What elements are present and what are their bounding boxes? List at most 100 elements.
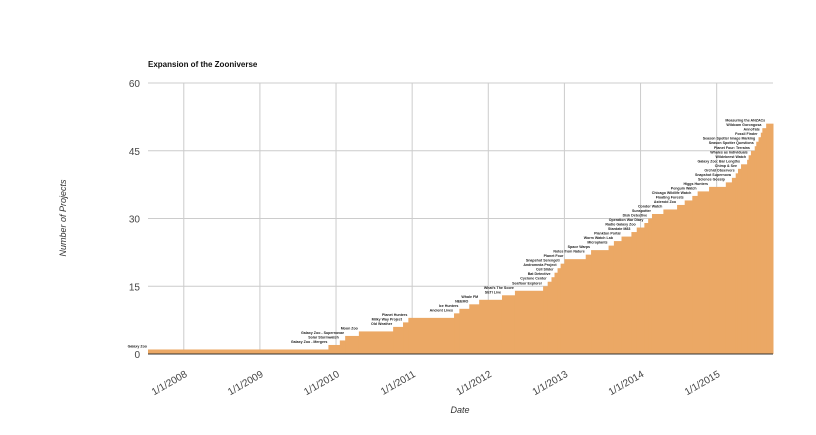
annotation: Snapshot Supernova xyxy=(695,173,732,177)
area-step xyxy=(663,209,678,354)
annotation: Radio Galaxy Zoo xyxy=(605,223,636,227)
x-tick-label: 1/1/2014 xyxy=(607,369,647,398)
area-step xyxy=(345,335,360,354)
annotation: AnnoTate xyxy=(744,128,760,132)
area-step xyxy=(554,272,559,354)
annotation: Science Gossip xyxy=(698,177,726,181)
area-step xyxy=(454,313,460,354)
annotation: Chimp & See xyxy=(715,164,737,168)
area-step xyxy=(403,322,409,354)
area-step xyxy=(747,159,750,354)
annotation: Bat Detective xyxy=(528,272,551,276)
area-step xyxy=(648,218,653,354)
annotation: Sunspotter xyxy=(632,209,652,213)
area-step xyxy=(756,141,760,354)
annotation: SETI Live xyxy=(485,290,501,294)
annotation: Asteroid Zoo xyxy=(654,200,677,204)
annotation: Snapshot Serengeti xyxy=(526,259,560,263)
annotation: Penguin Watch xyxy=(671,186,697,190)
annotation: Floating Forests xyxy=(656,195,684,199)
area-step xyxy=(631,232,638,354)
annotation: Whale FM xyxy=(461,295,478,299)
area-step xyxy=(651,213,664,354)
annotation: Disk Detective xyxy=(623,214,648,218)
area-step xyxy=(339,340,346,354)
annotation: Moon Zoo xyxy=(341,326,359,330)
area-step xyxy=(479,299,503,354)
annotation: NEEMO xyxy=(455,299,468,303)
area-step xyxy=(608,245,615,354)
area-step xyxy=(725,182,733,354)
area-step xyxy=(677,204,686,354)
annotation: Old Weather xyxy=(371,322,393,326)
area-step xyxy=(543,286,549,354)
area-step xyxy=(393,326,404,354)
x-tick-label: 1/1/2011 xyxy=(379,369,418,398)
area-step xyxy=(408,317,455,354)
annotation: Andromeda Project xyxy=(523,263,557,267)
y-tick-label: 0 xyxy=(134,350,140,361)
area-step xyxy=(754,146,757,354)
area-step xyxy=(564,259,587,354)
x-tick-label: 1/1/2015 xyxy=(683,369,723,398)
annotation: Cell Slider xyxy=(536,268,554,272)
chart-title: Expansion of the Zooniverse xyxy=(148,60,258,69)
y-tick-label: 30 xyxy=(129,215,141,226)
annotation: Galaxy Zoo - Mergers xyxy=(291,340,328,344)
area-step xyxy=(358,331,394,354)
area-step xyxy=(459,308,470,354)
annotation: Whales as Individuals xyxy=(710,150,747,154)
area-step xyxy=(547,281,552,354)
annotation: Season Spotter Image Marking xyxy=(703,137,756,141)
area-step xyxy=(737,168,742,354)
area-step xyxy=(644,223,649,354)
annotation: Planet Four xyxy=(544,254,564,258)
area-step xyxy=(514,290,544,354)
annotation: Microplants xyxy=(587,241,607,245)
area-step xyxy=(735,173,739,354)
annotation: Galaxy Zoo: Bar Lengths xyxy=(697,159,740,163)
x-tick-label: 1/1/2012 xyxy=(455,369,495,398)
x-tick-label: 1/1/2008 xyxy=(150,369,190,398)
area-step xyxy=(560,263,565,354)
y-tick-label: 15 xyxy=(129,282,141,293)
area-step xyxy=(684,200,693,354)
area-step xyxy=(692,195,699,354)
annotation: Seafloor Explorer xyxy=(512,281,543,285)
area-step xyxy=(766,123,774,355)
annotation: What's The Score xyxy=(484,286,514,290)
x-tick-label: 1/1/2010 xyxy=(302,369,342,398)
annotation: Planet Four: Terrains xyxy=(714,146,750,150)
area-step xyxy=(591,250,610,354)
annotation: Space Warps xyxy=(568,245,590,249)
area-step xyxy=(469,304,480,354)
area-step xyxy=(697,191,710,354)
annotation: Ice Hunters xyxy=(439,304,459,308)
annotation: Season Spotter Questions xyxy=(709,141,754,145)
annotation: Condor Watch xyxy=(638,204,662,208)
y-axis-label: Number of Projects xyxy=(58,179,68,257)
area-step xyxy=(760,132,763,354)
annotation: Ancient Lives xyxy=(430,308,453,312)
annotation: Operation War Diary xyxy=(609,218,644,222)
annotation: Wildebeest Watch xyxy=(716,155,747,159)
area-step xyxy=(148,349,329,354)
area-step xyxy=(585,254,592,354)
area-step xyxy=(750,150,756,354)
y-tick-label: 60 xyxy=(129,79,141,90)
annotation: Measuring the ANZACs xyxy=(725,119,765,123)
area-step xyxy=(501,295,516,354)
area-step xyxy=(613,241,623,354)
annotation: Solar Stormwatch xyxy=(308,335,339,339)
annotation: Higgs Hunters xyxy=(683,182,708,186)
annotation: Cyclone Center xyxy=(520,277,547,281)
annotation: Fossil Finder xyxy=(735,132,758,136)
area-step xyxy=(731,177,737,354)
annotation: Orchid Observers xyxy=(704,168,734,172)
annotation: Notes from Nature xyxy=(553,250,584,254)
annotation: Galaxy Zoo xyxy=(128,344,148,348)
annotation: Planet Hunters xyxy=(382,313,407,317)
annotation: Milky Way Project xyxy=(372,317,403,321)
x-axis-label: Date xyxy=(450,405,469,415)
